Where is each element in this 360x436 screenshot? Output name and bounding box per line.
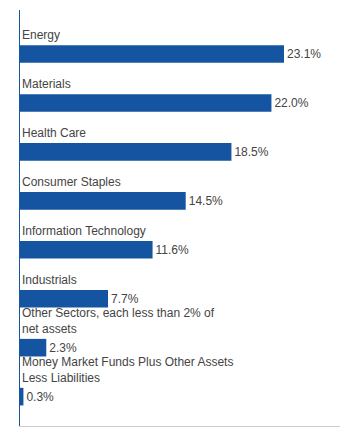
svg-text:18.5%: 18.5% xyxy=(234,145,268,159)
svg-text:23.1%: 23.1% xyxy=(287,47,321,61)
svg-text:0.3%: 0.3% xyxy=(26,390,54,404)
svg-text:Consumer Staples: Consumer Staples xyxy=(22,175,121,189)
svg-text:Industrials: Industrials xyxy=(22,273,77,287)
svg-text:22.0%: 22.0% xyxy=(274,96,308,110)
svg-text:Information Technology: Information Technology xyxy=(22,224,146,238)
svg-text:14.5%: 14.5% xyxy=(189,194,223,208)
svg-text:Health Care: Health Care xyxy=(22,126,86,140)
svg-text:Other Sectors, each less than: Other Sectors, each less than 2% ofnet a… xyxy=(22,306,215,336)
svg-text:7.7%: 7.7% xyxy=(111,292,139,306)
svg-text:Materials: Materials xyxy=(22,77,71,91)
svg-text:11.6%: 11.6% xyxy=(156,243,189,257)
svg-text:2.3%: 2.3% xyxy=(49,341,77,355)
svg-text:Energy: Energy xyxy=(22,28,60,42)
svg-text:Money Market Funds Plus Other: Money Market Funds Plus Other AssetsLess… xyxy=(22,355,233,385)
